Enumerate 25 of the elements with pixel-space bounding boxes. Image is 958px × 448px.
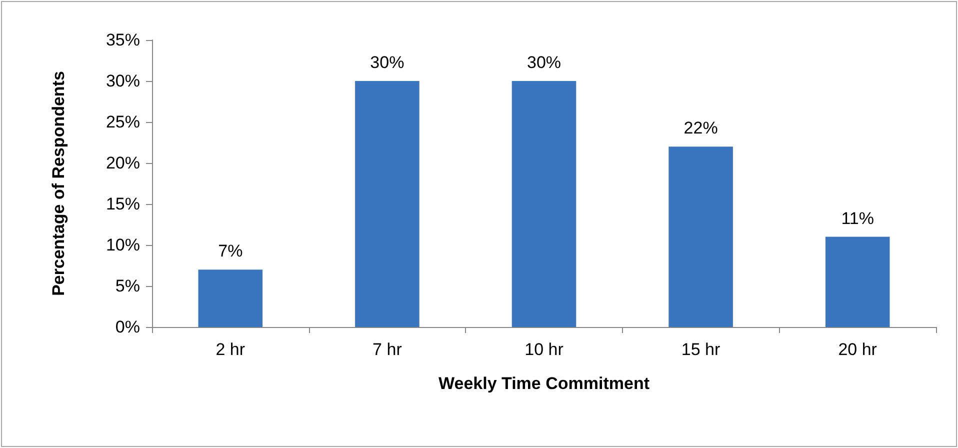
bar — [825, 236, 890, 327]
data-label: 7% — [218, 242, 243, 261]
y-tick-label: 25% — [106, 112, 140, 132]
data-label: 30% — [370, 53, 404, 72]
y-axis-title: Percentage of Respondents — [49, 71, 68, 296]
data-label: 30% — [526, 53, 562, 72]
x-tick-label: 7 hr — [372, 340, 402, 359]
y-tick-label: 35% — [106, 30, 140, 50]
y-tick-label: 30% — [106, 72, 140, 90]
y-tick-label: 10% — [106, 236, 140, 254]
y-tick-label: 0% — [115, 318, 140, 336]
y-tick-label: 20% — [106, 154, 140, 172]
x-tick-label: 20 hr — [838, 340, 878, 359]
bar — [512, 81, 576, 327]
x-tick-label: 2 hr — [216, 340, 246, 359]
y-tick-label: 5% — [115, 276, 140, 296]
bar — [355, 81, 420, 327]
bar — [198, 270, 263, 327]
x-tick-label: 10 hr — [524, 340, 564, 359]
x-axis-title: Weekly Time Commitment — [438, 374, 650, 393]
bar — [668, 146, 733, 327]
data-label: 22% — [684, 118, 718, 138]
x-tick-label: 15 hr — [681, 340, 721, 359]
data-label: 11% — [841, 208, 874, 228]
y-tick-label: 15% — [106, 194, 140, 214]
